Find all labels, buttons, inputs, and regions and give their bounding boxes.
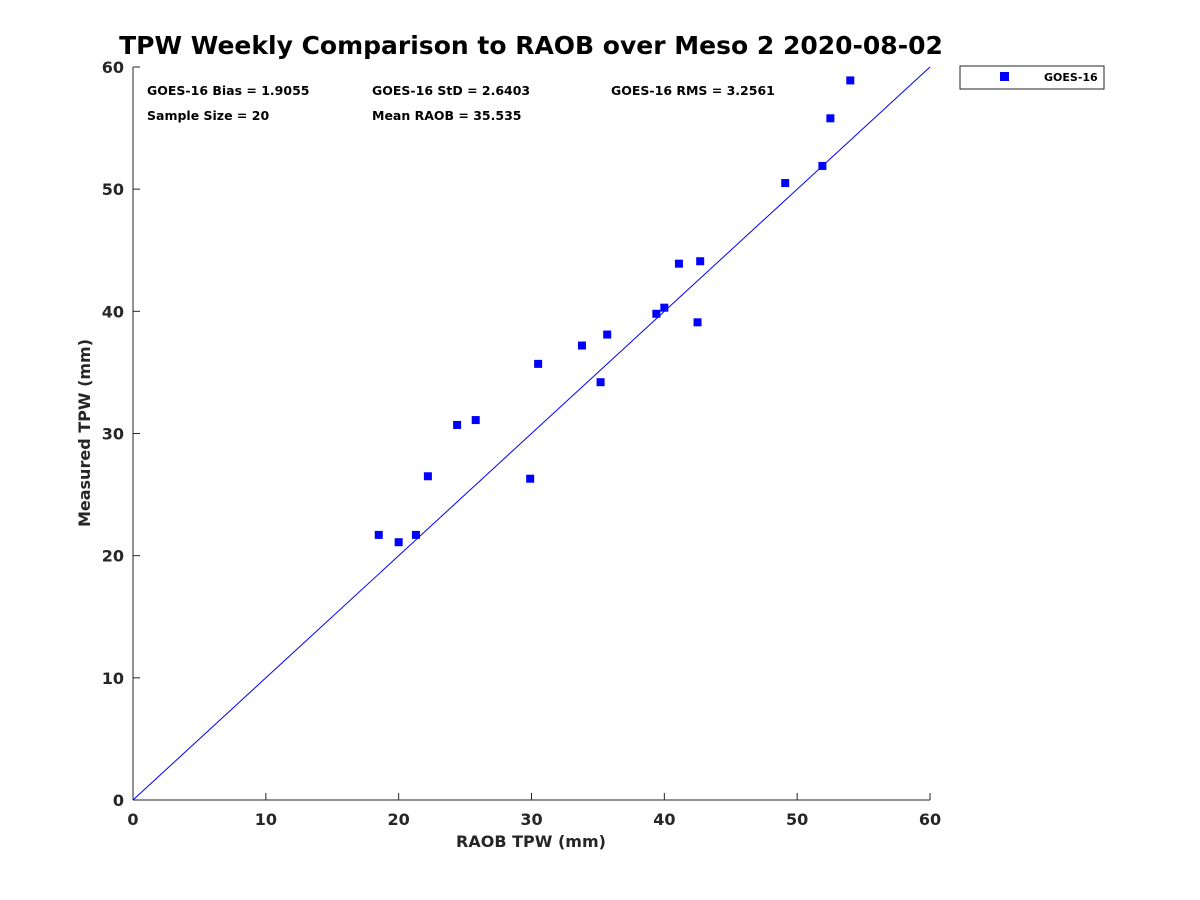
data-point <box>603 330 612 339</box>
x-axis-label: RAOB TPW (mm) <box>456 832 606 851</box>
data-point <box>577 341 586 350</box>
y-tick-label: 0 <box>113 791 124 810</box>
std-annotation: GOES-16 StD = 2.6403 <box>372 83 530 98</box>
data-point <box>693 318 702 327</box>
x-tick-label: 10 <box>255 810 277 829</box>
y-tick-label: 40 <box>102 302 124 321</box>
axis-ticks: 0 10 20 30 40 50 60 0 10 20 30 40 50 60 <box>102 58 941 829</box>
legend: GOES-16 <box>959 65 1105 90</box>
x-tick-label: 0 <box>127 810 138 829</box>
x-tick-label: 20 <box>388 810 410 829</box>
y-tick-label: 10 <box>102 669 124 688</box>
data-point <box>526 474 535 483</box>
data-point <box>411 530 420 539</box>
data-point <box>660 303 669 312</box>
data-point <box>781 179 790 188</box>
reference-line-group <box>132 66 931 801</box>
mean-raob-annotation: Mean RAOB = 35.535 <box>372 108 521 123</box>
data-points <box>374 76 855 547</box>
one-to-one-reference-line <box>132 66 931 801</box>
data-point <box>374 530 383 539</box>
x-tick-label: 30 <box>520 810 542 829</box>
legend-label: GOES-16 <box>1044 71 1098 84</box>
x-tick-label: 60 <box>919 810 941 829</box>
x-tick-label: 40 <box>653 810 675 829</box>
data-point <box>696 257 705 266</box>
y-tick-label: 50 <box>102 180 124 199</box>
sample-size-annotation: Sample Size = 20 <box>147 108 269 123</box>
bias-annotation: GOES-16 Bias = 1.9055 <box>147 83 309 98</box>
data-point <box>652 309 661 318</box>
data-point <box>826 114 835 123</box>
data-point <box>596 378 605 387</box>
data-point <box>394 538 403 547</box>
data-point <box>818 161 827 170</box>
data-point <box>423 472 432 481</box>
legend-box <box>959 65 1105 90</box>
data-point <box>674 259 683 268</box>
y-tick-label: 20 <box>102 547 124 566</box>
data-point <box>846 76 855 85</box>
y-axis-label: Measured TPW (mm) <box>75 339 94 527</box>
data-point <box>453 420 462 429</box>
legend-marker <box>1000 72 1009 81</box>
chart-title: TPW Weekly Comparison to RAOB over Meso … <box>119 31 943 60</box>
data-point <box>534 359 543 368</box>
x-tick-label: 50 <box>786 810 808 829</box>
rms-annotation: GOES-16 RMS = 3.2561 <box>611 83 775 98</box>
data-point <box>471 416 480 425</box>
y-tick-label: 30 <box>102 425 124 444</box>
y-tick-label: 60 <box>102 58 124 77</box>
